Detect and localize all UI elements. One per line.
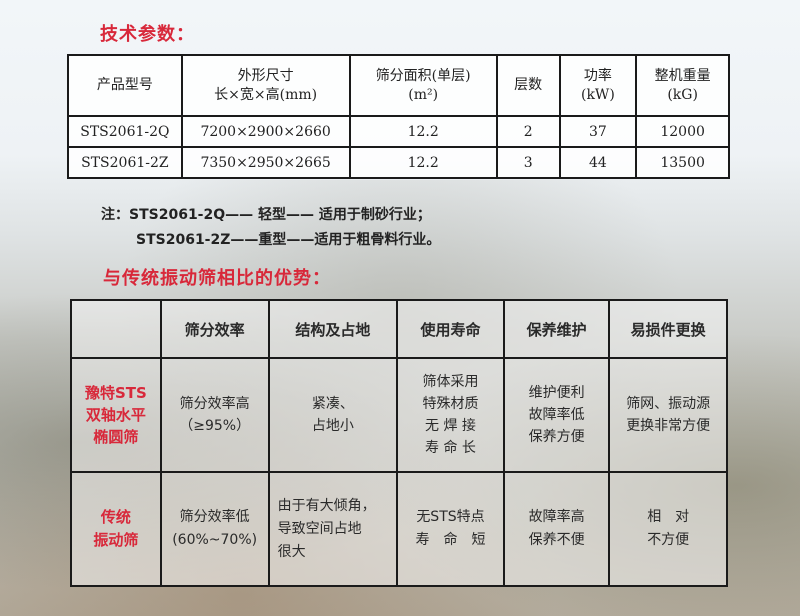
cell: 筛分效率低 (60%~70%)	[159, 471, 270, 587]
note-line: STS2061-2Z——重型——适用于粗骨料行业。	[136, 232, 441, 248]
table-row: STS2061-2Z 7350×2950×2665 12.2 3 44 1350…	[67, 146, 730, 179]
cell: 筛分效率高 （≥95%）	[159, 357, 270, 473]
header-cell: 产品型号	[67, 54, 183, 117]
cell: 12000	[635, 115, 730, 148]
header-cell: 结构及占地	[267, 299, 399, 359]
cell: STS2061-2Q	[67, 115, 183, 148]
table-row: 传统 振动筛 筛分效率低 (60%~70%) 由于有大倾角， 导致空间占地 很大…	[70, 471, 728, 587]
spec-table: 产品型号 外形尺寸 长×宽×高(mm) 筛分面积(单层) (m²) 层数 功率 …	[67, 54, 730, 179]
advantages-table: 筛分效率 结构及占地 使用寿命 保养维护 易损件更换 豫特STS 双轴水平 椭圆…	[70, 299, 728, 587]
cell: 7200×2900×2660	[180, 115, 351, 148]
cell: 3	[495, 146, 561, 179]
cell: 筛体采用 特殊材质 无 焊 接 寿 命 长	[396, 357, 505, 473]
cell: 12.2	[348, 146, 498, 179]
cell: 筛网、振动源 更换非常方便	[608, 357, 728, 473]
cell: 无STS特点 寿 命 短	[396, 471, 505, 587]
cell: 37	[558, 115, 638, 148]
table-row: STS2061-2Q 7200×2900×2660 12.2 2 37 1200…	[67, 115, 730, 148]
header-cell: 整机重量 (kG)	[635, 54, 730, 117]
header-cell: 层数	[495, 54, 561, 117]
cell: 44	[558, 146, 638, 179]
spec-title: 技术参数：	[100, 24, 195, 45]
cell: 故障率高 保养不便	[502, 471, 611, 587]
header-cell: 筛分面积(单层) (m²)	[348, 54, 498, 117]
cell: 相 对 不方便	[608, 471, 728, 587]
cell: 紧凑、 占地小	[267, 357, 399, 473]
cell: 13500	[635, 146, 730, 179]
header-cell: 筛分效率	[159, 299, 270, 359]
spec-header-row: 产品型号 外形尺寸 长×宽×高(mm) 筛分面积(单层) (m²) 层数 功率 …	[67, 54, 730, 117]
cell: 2	[495, 115, 561, 148]
cell: 7350×2950×2665	[180, 146, 351, 179]
cell: 维护便利 故障率低 保养方便	[502, 357, 611, 473]
header-cell: 保养维护	[502, 299, 611, 359]
adv-header-row: 筛分效率 结构及占地 使用寿命 保养维护 易损件更换	[70, 299, 728, 359]
cell: 12.2	[348, 115, 498, 148]
header-cell	[70, 299, 162, 359]
cell: 由于有大倾角， 导致空间占地 很大	[267, 471, 399, 587]
header-cell: 易损件更换	[608, 299, 728, 359]
table-row: 豫特STS 双轴水平 椭圆筛 筛分效率高 （≥95%） 紧凑、 占地小 筛体采用…	[70, 357, 728, 473]
note-line: 注：STS2061-2Q—— 轻型—— 适用于制砂行业；	[101, 207, 431, 223]
header-cell: 外形尺寸 长×宽×高(mm)	[180, 54, 351, 117]
row-label: 豫特STS 双轴水平 椭圆筛	[70, 357, 162, 473]
cell: STS2061-2Z	[67, 146, 183, 179]
header-cell: 使用寿命	[396, 299, 505, 359]
advantages-title: 与传统振动筛相比的优势：	[103, 268, 331, 289]
row-label: 传统 振动筛	[70, 471, 162, 587]
header-cell: 功率 (kW)	[558, 54, 638, 117]
